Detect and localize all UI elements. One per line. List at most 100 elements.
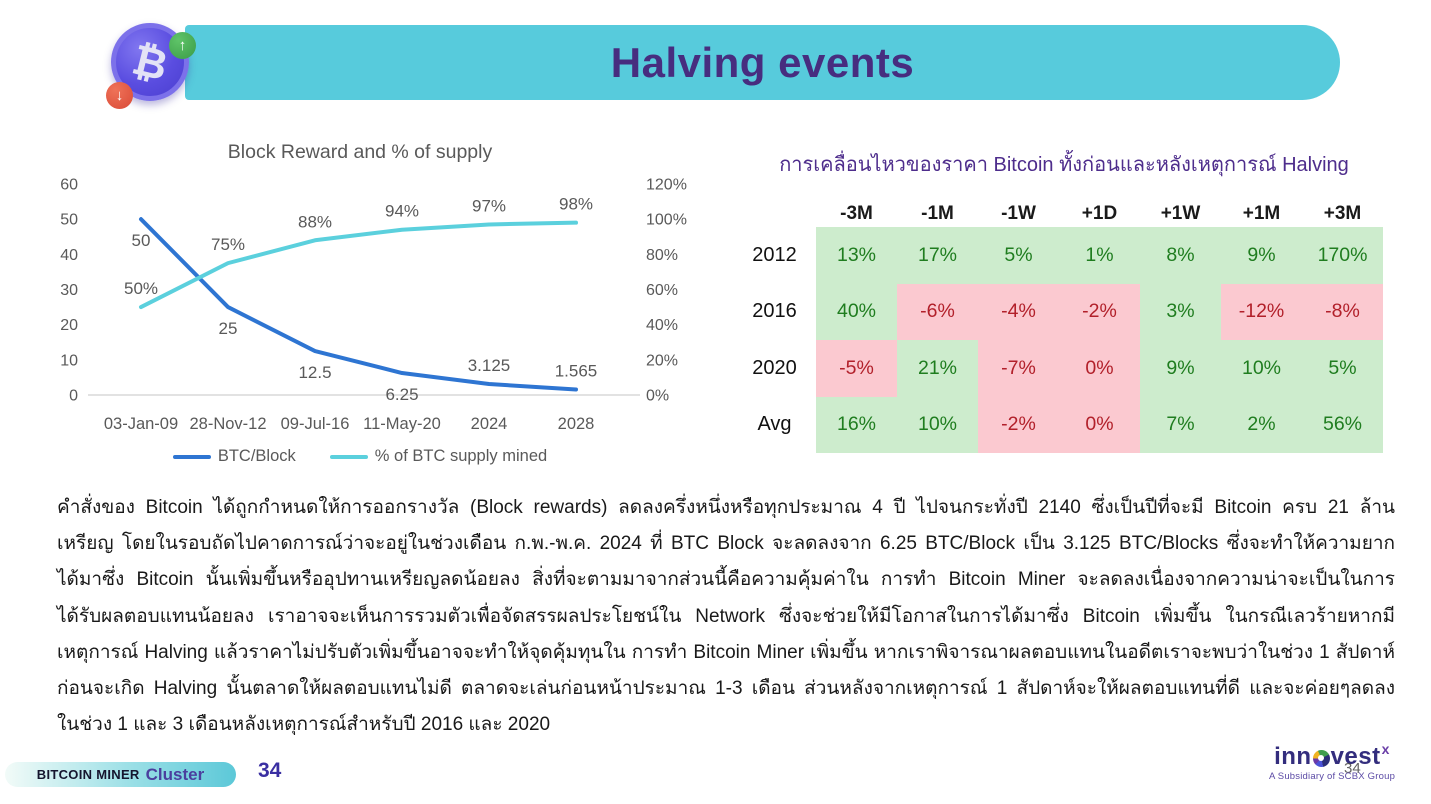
innovestx-logo: 34 inn vest x A Subsidiary of SCBX Group [1258,741,1406,782]
left-axis-tick: 10 [60,352,78,369]
right-axis-tick: 80% [646,247,678,264]
data-label: 50 [132,231,151,250]
left-axis-tick: 60 [60,177,78,194]
legend-item: % of BTC supply mined [329,447,548,466]
innovestx-wordmark: inn vest x [1258,741,1406,770]
legend-item: BTC/Block [172,447,296,466]
body-paragraph: คำสั่งของ Bitcoin ได้ถูกกำหนดให้การออกรา… [57,490,1395,743]
table-cell: 5% [978,227,1059,284]
data-label: 3.125 [468,356,511,375]
right-axis-tick: 20% [646,352,678,369]
header-banner: Halving events [185,25,1340,100]
table-column-header: -1M [921,202,954,224]
table-cell: 5% [1302,340,1383,397]
table-cell: 8% [1140,227,1221,284]
table-cell: 9% [1221,227,1302,284]
table-cell: -2% [978,396,1059,453]
table-cell: -8% [1302,283,1383,340]
table-title: การเคลื่อนไหวของราคา Bitcoin ทั้งก่อนและ… [779,154,1349,176]
data-label: 25 [219,319,238,338]
logo-subtitle: A Subsidiary of SCBX Group [1268,771,1396,782]
bitcoin-miner-cluster-badge: BITCOIN MINER Cluster [5,762,236,787]
page-number-watermark: 34 [1344,760,1361,777]
paragraph-line: ได้มาซึ่ง Bitcoin นั้นเพิ่มขึ้นหรืออุปทา… [57,569,1395,591]
x-axis-label: 2024 [471,415,508,433]
right-axis-tick: 0% [646,388,669,405]
paragraph-line: เหตุการณ์ Halving แล้วราคาไม่ปรับตัวเพิ่… [57,641,1395,663]
logo-o-icon [1312,749,1330,767]
table-column-header: -1W [1001,202,1036,224]
bitcoin-coin-icon: ₿ ↑ ↓ [103,8,207,112]
table-column-header: +1W [1160,202,1201,224]
table-cell: 7% [1140,396,1221,453]
block-reward-chart: Block Reward and % of supply 60 120% 50 100… [40,133,700,483]
up-arrow-icon: ↑ [169,32,196,59]
table-column-header: -3M [840,202,873,224]
bitcoin-symbol-icon: ₿ [127,34,173,90]
legend-swatch-icon [172,454,211,459]
table-grid: -3M -1M -1W +1D +1W +1M +3M 2012 13% 17% 5% 1% 8% 9% 1… [733,200,1383,453]
left-axis-tick: 0 [69,388,78,405]
table-row-label: 2020 [733,340,816,397]
table-cell: -2% [1059,283,1140,340]
table-cell: -6% [897,283,978,340]
down-arrow-icon: ↓ [106,82,133,109]
x-axis-label: 11-May-20 [363,415,441,433]
paragraph-line: ในช่วง 1 และ 3 เดือนหลังเหตุการณ์สำหรับป… [57,714,551,736]
paragraph-line: ได้รับผลตอบแทนน้อยลง เราอาจจะเห็นการรวมต… [57,605,1395,627]
data-label: 6.25 [385,385,418,404]
table-cell: 21% [897,340,978,397]
x-axis-label: 09-Jul-16 [281,415,350,433]
table-cell: 10% [897,396,978,453]
table-cell: 170% [1302,227,1383,284]
left-axis-tick: 40 [60,247,78,264]
table-row-label: 2016 [733,283,816,340]
table-cell: 13% [816,227,897,284]
legend-swatch-icon [329,454,368,459]
table-cell: -7% [978,340,1059,397]
page-number: 34 [258,759,282,782]
logo-text-post: vest [1330,743,1381,770]
series-line-btc-block [139,217,578,392]
right-axis-tick: 100% [646,212,687,229]
data-label: 12.5 [298,363,331,382]
table-column-header: +1M [1242,202,1281,224]
data-label: 98% [559,195,593,214]
table-row-label: Avg [733,396,816,453]
data-label: 97% [472,196,506,215]
x-axis-label: 03-Jan-09 [104,415,178,433]
cluster-badge-name: Cluster [145,764,205,784]
table-cell: 0% [1059,396,1140,453]
table-cell: 10% [1221,340,1302,397]
legend-label: % of BTC supply mined [374,447,548,465]
right-axis-tick: 40% [646,317,678,334]
data-label: 1.565 [555,361,598,380]
chart-canvas: 60 120% 50 100% 40 80% 30 60% 20 40% 10 20% 0 0% 03-Ja… [60,177,687,434]
data-label: 94% [385,202,419,221]
data-label: 88% [298,212,332,231]
left-axis-tick: 50 [60,212,78,229]
paragraph-line: ก่อนจะเกิด Halving นั้นตลาดให้ผลตอบแทนไม… [57,678,1395,700]
x-axis-label: 2028 [558,415,595,433]
right-axis-tick: 120% [646,177,687,194]
table-cell: 0% [1059,340,1140,397]
table-cell: 2% [1221,396,1302,453]
right-axis-tick: 60% [646,282,678,299]
table-cell: -12% [1221,283,1302,340]
logo-superscript: x [1381,741,1390,757]
left-axis-tick: 30 [60,282,78,299]
legend-label: BTC/Block [217,447,296,465]
paragraph-line: คำสั่งของ Bitcoin ได้ถูกกำหนดให้การออกรา… [57,497,1395,518]
table-cell: 17% [897,227,978,284]
chart-title: Block Reward and % of supply [227,141,493,163]
halving-price-table: การเคลื่อนไหวของราคา Bitcoin ทั้งก่อนและ… [733,143,1395,463]
data-label: 75% [211,235,245,254]
cluster-badge-prefix: BITCOIN MINER [36,767,140,782]
table-cell: 56% [1302,396,1383,453]
data-label: 50% [124,279,158,298]
table-column-header: +1D [1081,202,1118,224]
table-column-header: +3M [1323,202,1362,224]
table-cell: 16% [816,396,897,453]
table-row-label: 2012 [733,227,816,284]
table-corner [733,200,816,227]
